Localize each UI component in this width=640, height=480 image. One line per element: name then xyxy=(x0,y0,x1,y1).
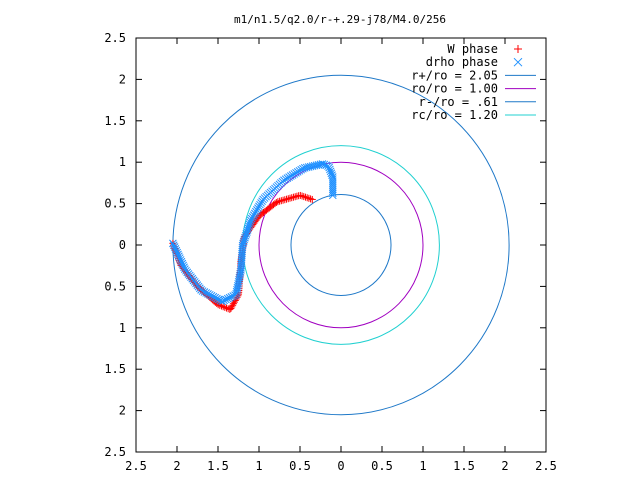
legend-label: rc/ro = 1.20 xyxy=(411,108,498,122)
x-tick-label: 0.5 xyxy=(289,459,311,473)
x-tick-label: 0.5 xyxy=(371,459,393,473)
w-phase-point xyxy=(219,303,227,311)
w-phase-point xyxy=(300,193,308,201)
drho-phase-point xyxy=(209,292,218,301)
drho-phase-point xyxy=(257,199,265,207)
legend-label: r-/ro = .61 xyxy=(419,95,498,109)
drho-phase-point xyxy=(205,290,214,299)
drho-phase-point xyxy=(180,263,188,272)
drho-phase-point xyxy=(328,189,337,198)
y-tick-label: 1 xyxy=(119,155,126,169)
drho-phase-point xyxy=(248,213,257,221)
drho-phase-point xyxy=(175,252,183,261)
chart-title: m1/n1.5/q2.0/r-+.29-j78/M4.0/256 xyxy=(234,13,446,26)
drho-phase-point xyxy=(254,204,262,213)
drho-phase-point xyxy=(179,261,188,270)
legend-label: W phase xyxy=(447,42,498,56)
w-phase-point xyxy=(296,191,304,199)
drho-phase-point xyxy=(225,293,234,302)
data-points xyxy=(169,160,337,313)
w-phase-point xyxy=(301,193,309,201)
legend-label: r+/ro = 2.05 xyxy=(411,68,498,82)
x-tick-label: 2 xyxy=(501,459,508,473)
legend-symbol xyxy=(513,57,523,67)
y-tick-label: 0.5 xyxy=(104,279,126,293)
w-phase-point xyxy=(229,301,237,309)
drho-phase-point xyxy=(171,245,180,253)
drho-phase-point xyxy=(328,191,337,200)
w-phase-point xyxy=(308,195,316,203)
y-tick-label: 1.5 xyxy=(104,114,126,128)
drho-phase-point xyxy=(249,211,258,219)
drho-phase-point xyxy=(177,257,186,266)
drho-phase-point xyxy=(178,259,187,268)
x-tick-label: 1.5 xyxy=(207,459,229,473)
drho-phase-point xyxy=(220,296,228,305)
y-tick-label: 2.5 xyxy=(104,31,126,45)
drho-phase-point xyxy=(172,246,181,255)
legend-label: ro/ro = 1.00 xyxy=(411,82,498,96)
drho-phase-point xyxy=(250,209,259,218)
x-tick-label: 2.5 xyxy=(535,459,557,473)
drho-phase-point xyxy=(247,214,256,223)
drho-phase-point xyxy=(207,291,216,300)
w-phase-point xyxy=(298,192,306,200)
drho-phase-point xyxy=(213,294,221,303)
legend-label: drho phase xyxy=(426,55,498,69)
drho-phase-point xyxy=(202,289,211,297)
reference-circles xyxy=(172,74,510,416)
drho-phase-point xyxy=(246,216,255,225)
w-phase-point xyxy=(228,303,236,311)
y-tick-label: 2.5 xyxy=(104,445,126,459)
drho-phase-point xyxy=(170,243,179,251)
drho-phase-point xyxy=(198,287,207,295)
w-phase-point xyxy=(227,304,235,312)
drho-phase-point xyxy=(175,254,184,262)
y-tick-label: 1.5 xyxy=(104,362,126,376)
drho-phase-point xyxy=(211,293,219,302)
drho-phase-point xyxy=(173,248,182,257)
x-tick-label: 1.5 xyxy=(453,459,475,473)
x-tick-label: 1 xyxy=(255,459,262,473)
w-phase-point xyxy=(221,303,229,311)
drho-phase-point xyxy=(174,250,182,259)
y-tick-label: 0.5 xyxy=(104,197,126,211)
w-phase-point xyxy=(272,199,280,207)
drho-phase-point xyxy=(169,241,178,250)
w-phase-point xyxy=(303,194,311,202)
drho-phase-point xyxy=(256,200,264,209)
circle-0 xyxy=(172,74,510,416)
legend-symbol xyxy=(514,45,522,53)
x-tick-label: 2 xyxy=(173,459,180,473)
circle-3 xyxy=(242,145,440,345)
axis-ticks: 2.5 2 1.5 1 0.5 0 0.5 1 1.5 2 2.52.521.510.500.511… xyxy=(104,31,557,473)
drho-phase-point xyxy=(252,207,260,216)
drho-phase-point xyxy=(169,239,177,248)
y-tick-label: 1 xyxy=(119,321,126,335)
x-tick-label: 0 xyxy=(337,459,344,473)
x-tick-label: 1 xyxy=(419,459,426,473)
x-tick-label: 2.5 xyxy=(125,459,147,473)
drho-phase-point xyxy=(223,294,232,303)
drho-phase-point xyxy=(253,206,261,214)
drho-phase-point xyxy=(204,290,212,298)
drho-phase-point xyxy=(222,295,230,304)
drho-phase-point xyxy=(176,256,185,264)
w-phase-point xyxy=(307,195,315,203)
y-tick-label: 0 xyxy=(119,238,126,252)
drho-phase-point xyxy=(218,297,227,306)
circle-1 xyxy=(258,161,424,329)
w-phase-point xyxy=(305,194,313,202)
circle-2 xyxy=(290,193,392,297)
drho-phase-point xyxy=(200,288,209,296)
w-phase-point xyxy=(230,300,238,308)
drho-phase-point xyxy=(255,202,263,211)
y-tick-label: 2 xyxy=(119,404,126,418)
y-tick-label: 2 xyxy=(119,72,126,86)
